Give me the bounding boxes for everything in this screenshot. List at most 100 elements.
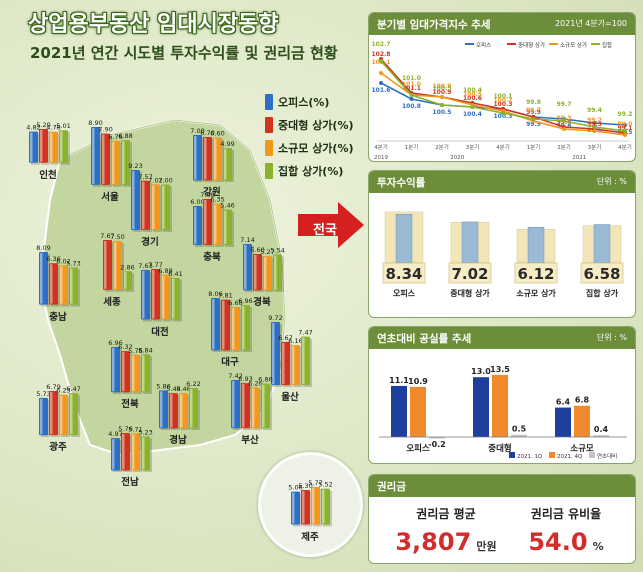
region-bar-label: 7.47: [298, 328, 312, 336]
data-label: 100.3: [494, 101, 513, 108]
region-bar-group: 6.70: [200, 128, 214, 182]
x-tick-label: 4분기: [374, 143, 388, 151]
region-bar-group: 6.47: [66, 385, 80, 437]
region-bar: [130, 432, 140, 470]
bar-shine: [241, 305, 244, 349]
region-bar-label: 7.00: [158, 176, 172, 184]
bar-shine: [261, 384, 264, 427]
region-bar-label: 7.77: [148, 261, 162, 269]
region-bar: [38, 397, 48, 435]
region-bar-label: 5.46: [220, 201, 234, 209]
bar-shine: [91, 128, 94, 184]
region-bar-label: 9.23: [128, 162, 142, 170]
region-bar-group: 6.32: [118, 343, 132, 394]
deposit-avg-label: 권리금 평균: [416, 507, 476, 521]
region-bar: [192, 205, 202, 245]
region-bar: [28, 131, 38, 163]
region-name: 강원: [203, 187, 221, 198]
data-label: 100.2: [494, 97, 513, 104]
region-bar-label: 6.36: [46, 256, 60, 264]
legend-swatch: [265, 140, 273, 156]
series-point: [409, 93, 414, 97]
region-bar-label: 6.79: [46, 383, 60, 391]
region-bar-label: 5.73: [36, 390, 50, 398]
region-bar: [230, 306, 240, 350]
bar-shine: [301, 491, 304, 524]
series-point: [470, 105, 475, 109]
bar-shine: [291, 493, 294, 524]
data-label: 100.1: [494, 93, 513, 100]
region-group-부산: 7.42 6.93 6.26 6.86: [225, 364, 276, 430]
region-bar-group: 6.93: [238, 375, 252, 430]
region-bar-label: 7.14: [240, 236, 254, 244]
data-label: 102.7: [372, 41, 391, 48]
region-bar: [170, 278, 180, 320]
region-bar: [158, 389, 168, 428]
region-bar-group: 7.90: [98, 126, 112, 187]
region-bars: 5.065.305.775.52: [288, 479, 332, 527]
region-bar-label: 6.16: [288, 337, 302, 345]
investment-value: 7.02: [451, 265, 488, 283]
x-tick-label: 2분기: [435, 143, 449, 151]
investment-title: 투자수익률: [377, 177, 426, 189]
series-point: [623, 123, 627, 127]
bar-shine: [111, 142, 114, 184]
region-bar-group: 9.23: [128, 162, 142, 232]
region-bar-group: 5.73: [66, 260, 80, 307]
vacancy-value: 6.8: [575, 396, 590, 405]
bar-shine: [101, 134, 104, 184]
investment-bar: [516, 226, 556, 264]
region-bar-label: 5.54: [270, 246, 284, 254]
value-box: [514, 262, 558, 284]
building-icon: [593, 224, 611, 264]
bar-shine: [121, 351, 124, 391]
region-bar-group: 6.67: [278, 334, 292, 387]
vacancy-legend-label: 2021. 4Q: [557, 454, 583, 460]
bar-shine: [169, 393, 172, 427]
region-bar-label: 7.02: [148, 176, 162, 184]
data-label: 99.0: [618, 121, 633, 128]
region-bar-label: 6.88: [158, 267, 172, 275]
region-bar: [212, 137, 222, 180]
region-bar-group: 5.01: [56, 122, 70, 165]
legend: 오피스(%) 중대형 상가(%) 소규모 상가(%) 집합 상가(%): [265, 92, 354, 184]
series-point: [440, 95, 444, 99]
region-bar: [110, 346, 120, 392]
data-label: 101.0: [402, 75, 421, 82]
region-bar-group: 5.23: [138, 428, 152, 472]
region-bar: [140, 270, 150, 320]
line-legend-label: 집합: [602, 41, 612, 49]
value-box: [580, 262, 624, 284]
deposit-rate-value: 54.0: [528, 528, 588, 556]
bar-shine: [179, 393, 182, 427]
vacancy-legend-swatch: [509, 452, 515, 458]
building-icon: [527, 226, 545, 264]
data-label: 99.7: [526, 107, 541, 114]
bar-shine: [203, 199, 206, 244]
bar-shine: [59, 395, 62, 434]
vacancy-value: 0.4: [594, 425, 609, 434]
bar-shine: [39, 253, 42, 304]
bar-shine: [59, 131, 62, 162]
region-name: 전북: [121, 399, 139, 410]
region-bar-group: 7.57: [138, 173, 152, 232]
x-tick-label: 1분기: [527, 143, 541, 151]
region-bars: 7.006.706.60 4.99: [190, 127, 234, 182]
region-bar-label: 5.06: [288, 484, 302, 492]
bar-shine: [141, 271, 144, 319]
vacancy-value: 13.0: [471, 367, 491, 376]
region-bar-label: 2.86: [120, 263, 134, 271]
vacancy-unit: 단위 : %: [596, 333, 627, 342]
bar-shine: [223, 148, 226, 179]
series-point: [501, 111, 505, 115]
region-bar: [110, 437, 120, 470]
region-bar-group: 5.76: [128, 347, 142, 394]
bar-shine: [271, 322, 274, 384]
region-bar-label: 7.67: [100, 232, 114, 240]
region-bar: [260, 383, 270, 428]
region-bar-group: 4.78: [46, 124, 60, 165]
region-bar: [202, 198, 212, 245]
data-label: 100.9: [433, 89, 452, 96]
region-bar-label: 6.86: [258, 375, 272, 383]
region-bar-group: 8.90: [88, 119, 102, 187]
